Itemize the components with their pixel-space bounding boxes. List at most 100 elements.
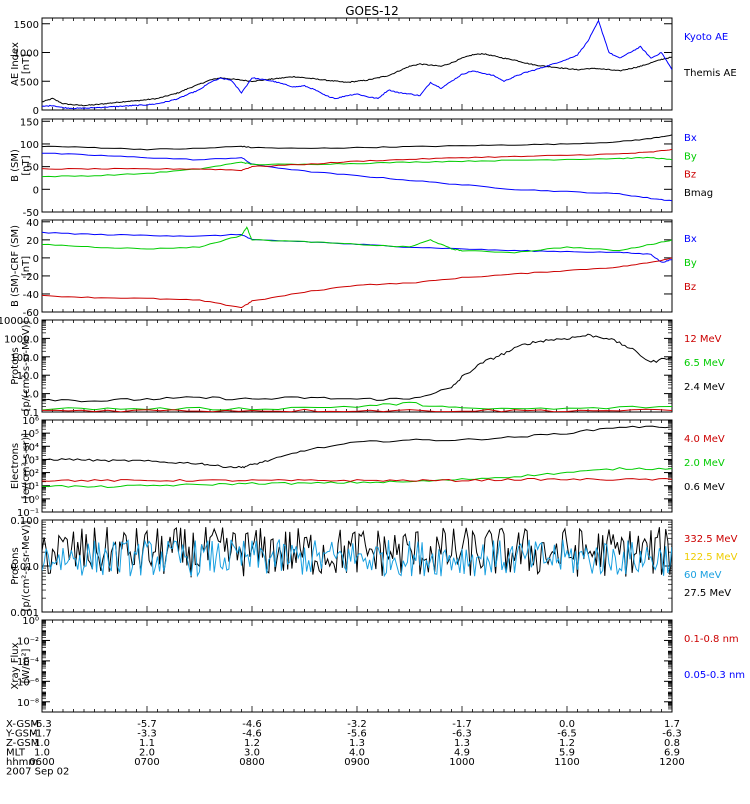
y-axis-label: Protons[p/(cm²-s-sr-MeV)] — [10, 320, 32, 411]
y-tick-label: -20 — [23, 272, 39, 283]
y-tick-label: 0.100 — [10, 516, 39, 527]
panel-frame — [41, 619, 673, 713]
y-tick-label: 0.010 — [10, 562, 39, 573]
legend-entry: By — [684, 258, 697, 269]
ephemeris-value: 0700 — [134, 757, 159, 768]
y-tick-label: 40 — [26, 218, 39, 229]
y-tick-label: -60 — [23, 308, 39, 319]
panel-frame — [41, 17, 673, 111]
series-line-bz — [42, 257, 672, 309]
ephemeris-row-label: Z-GSM — [6, 738, 39, 749]
y-axis-label: Xray Flux[W/m²] — [10, 642, 32, 689]
y-tick-label: 10⁰ — [22, 495, 39, 506]
y-axis-label: Protons[p/(cm²-s-sr-MeV)] — [10, 520, 32, 611]
legend-entry: Bx — [684, 234, 697, 245]
ephemeris-value: -1.7 — [32, 729, 52, 740]
y-tick-label: 1500 — [14, 20, 39, 31]
ephemeris-value: 2.0 — [139, 748, 155, 759]
y-tick-label: 50 — [26, 163, 39, 174]
y-axis-label-line: [nT] — [21, 155, 32, 175]
series-line-by — [42, 226, 672, 254]
legend-entry: By — [684, 151, 697, 162]
y-tick-label: 10² — [22, 469, 39, 480]
ephemeris-value: 1100 — [554, 757, 579, 768]
y-tick-label: 0.1 — [23, 408, 39, 419]
legend-entry: Kyoto AE — [684, 32, 728, 43]
y-axis-label-line: B (SM) — [10, 149, 21, 182]
y-tick-label: 100 — [20, 140, 39, 151]
y-tick-label: 10.0 — [17, 371, 39, 382]
y-tick-label: 10¹ — [22, 482, 39, 493]
y-tick-label: 100.0 — [10, 353, 39, 364]
ephemeris-value: 0.0 — [559, 719, 575, 730]
y-tick-label: 10⁻¹ — [17, 508, 39, 519]
series-line-bmag — [42, 134, 672, 151]
y-axis-label-line: [nT] — [21, 54, 32, 74]
ephemeris-value: 1.2 — [244, 738, 260, 749]
y-axis-label: Electrons[e/(cm²-s-sr)] — [10, 433, 32, 499]
y-axis-label-line: B (SM)-CRF (SM) — [10, 225, 21, 307]
ephemeris-value: 6.9 — [664, 748, 680, 759]
y-tick-label: 10⁻⁸ — [17, 698, 39, 709]
ephemeris-value: 5.9 — [559, 748, 575, 759]
y-tick-label: 10⁴ — [22, 442, 39, 453]
ephemeris-value: -1.7 — [452, 719, 472, 730]
panel-2: -50 0 50 100 150 B (SM)[nT] Bx By Bz Bmag — [10, 117, 713, 219]
panel-1: 0 500 1000 1500 AE Index[nT] Kyoto AE Themis A… — [10, 17, 737, 117]
y-tick-label: 20 — [26, 236, 39, 247]
y-tick-label: 0 — [33, 106, 39, 117]
ephemeris-value: -6.5 — [557, 729, 577, 740]
y-tick-label: 0 — [33, 185, 39, 196]
y-axis-label-line: Xray Flux — [10, 642, 21, 689]
y-axis-label: B (SM)-CRF (SM)[nT] — [10, 225, 32, 307]
panel-frame — [41, 419, 673, 513]
legend-entry: 122.5 MeV — [684, 552, 738, 563]
series-line-4-0-mev — [42, 477, 672, 483]
ephemeris-value: -4.6 — [242, 729, 262, 740]
ephemeris-value: -6.3 — [32, 719, 52, 730]
legend-entry: 6.5 MeV — [684, 358, 725, 369]
series-line-27-5-mev — [42, 527, 672, 578]
ephemeris-value: 0.8 — [664, 738, 680, 749]
series-line-by — [42, 156, 672, 178]
series-line-bx — [42, 152, 672, 202]
series-line-2-4-mev — [42, 333, 672, 403]
ephemeris-value: 1.1 — [139, 738, 155, 749]
ephemeris-value: 0900 — [344, 757, 369, 768]
y-tick-label: 1.0 — [23, 390, 39, 401]
ephemeris-value: 1.7 — [664, 719, 680, 730]
y-tick-label: 10⁻² — [17, 636, 39, 647]
y-axis-label-line: Electrons — [10, 443, 21, 489]
series-line-6-5-mev — [42, 401, 672, 411]
ephemeris-value: -4.6 — [242, 719, 262, 730]
panel-6: 0.001 0.010 0.100Protons[p/(cm²-s-sr-MeV)]… — [10, 516, 738, 619]
y-tick-label: 10⁶ — [22, 416, 39, 427]
legend-entry: Bz — [684, 170, 696, 181]
ephemeris-value: -6.3 — [662, 729, 682, 740]
ephemeris-row-label: hhmm — [6, 757, 38, 768]
y-axis-label-line: [nT] — [21, 256, 32, 276]
y-tick-label: -40 — [23, 290, 39, 301]
y-tick-label: 1000.0 — [4, 334, 39, 345]
y-axis-label-line: Protons — [10, 347, 21, 384]
series-line-2-0-mev — [42, 467, 672, 489]
ephemeris-value: 0600 — [29, 757, 54, 768]
y-tick-label: 150 — [20, 117, 39, 128]
ephemeris-row-label: Y-GSM — [5, 729, 38, 740]
ephemeris-value: 4.0 — [349, 748, 365, 759]
legend-entry: 0.1-0.8 nm — [684, 634, 739, 645]
y-tick-label: 0.001 — [10, 608, 39, 619]
ephemeris-value: -5.7 — [137, 719, 157, 730]
y-tick-label: 10⁵ — [22, 429, 39, 440]
panel-5: 10⁻¹ 10⁰ 10¹ 10² 10³ 10⁴ 10⁵ 10⁶ Electrons[e/(cm… — [10, 416, 725, 519]
ephemeris-value: 1.0 — [34, 738, 50, 749]
legend-entry: 2.4 MeV — [684, 382, 725, 393]
series-line-kyoto-ae — [42, 19, 672, 110]
y-tick-label: -50 — [23, 208, 39, 219]
y-axis-label-line: [p/(cm²-s-sr-MeV)] — [21, 520, 32, 611]
series-line-12-mev — [42, 408, 672, 412]
legend-entry: Bx — [684, 133, 697, 144]
ephemeris-value: 1.3 — [349, 738, 365, 749]
